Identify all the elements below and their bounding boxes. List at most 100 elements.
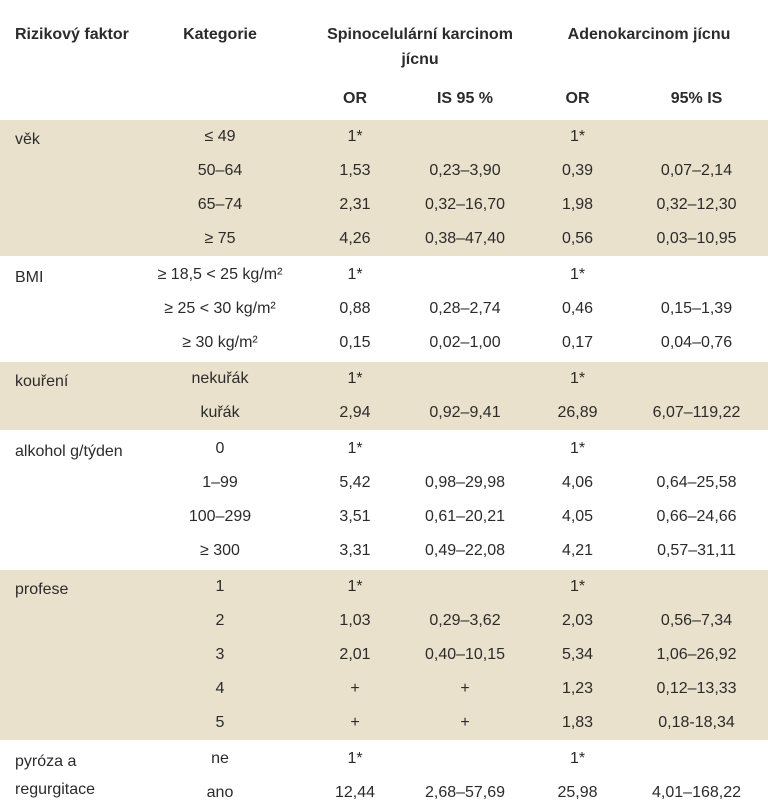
scc-or-cell: 1,03	[310, 604, 400, 638]
header-scc-ci: IS 95 %	[436, 89, 494, 107]
scc-or-cell: 2,01	[310, 638, 400, 672]
scc-ci-cell: 0,28–2,74	[429, 300, 501, 317]
table-row: kuřák 2,94 0,92–9,41 26,89 6,07–119,22	[0, 396, 768, 431]
scc-ci-cell: 0,61–20,21	[424, 508, 506, 525]
adeno-ci-cell: 0,56–7,34	[625, 604, 768, 638]
scc-ci-cell: 0,92–9,41	[400, 396, 531, 431]
table-row: ≥ 30 kg/m² 0,15 0,02–1,00 0,17 0,04–0,76	[0, 326, 768, 361]
scc-ci-cell: 0,23–3,90	[400, 154, 531, 188]
category-cell: 100–299	[188, 508, 252, 525]
adeno-ci-cell: 6,07–119,22	[625, 396, 768, 431]
table-row: 2 1,03 0,29–3,62 2,03 0,56–7,34	[0, 604, 768, 638]
adeno-or-cell: 4,05	[561, 508, 594, 525]
scc-or-cell: 1*	[347, 440, 363, 457]
scc-or-cell: 2,94	[310, 396, 400, 431]
adeno-or-cell: 25,98	[557, 784, 598, 801]
header-adeno-ci: 95% IS	[670, 89, 723, 107]
group-profession: profese 1 1* 1* 2 1,03 0,29–3,62 2,03 0,…	[0, 569, 768, 741]
category-cell: 1–99	[202, 474, 238, 491]
adeno-or-cell: 4,21	[561, 542, 594, 559]
adeno-or-cell: 1*	[569, 440, 586, 457]
adeno-or-cell: 1,98	[530, 188, 626, 222]
factor-label: pyróza a regurgitace	[15, 753, 96, 798]
scc-or-cell: 1*	[347, 266, 363, 283]
category-cell: 5	[130, 706, 310, 741]
scc-or-cell: 1*	[310, 361, 400, 396]
factor-label: profese	[0, 569, 130, 741]
adeno-ci-cell: 0,64–25,58	[656, 474, 737, 491]
category-cell: ≥ 18,5 < 25 kg/m²	[157, 266, 283, 283]
adeno-or-cell: 1,83	[530, 706, 626, 741]
factor-label: věk	[0, 119, 130, 257]
adeno-or-cell: 1*	[530, 569, 626, 604]
group-alcohol: alkohol g/týden 0 1* 1* 1–99 5,42 0,98–2…	[0, 431, 768, 569]
adeno-or-cell: 0,39	[530, 154, 626, 188]
scc-or-cell: 12,44	[334, 784, 376, 801]
adeno-ci-cell: 0,57–31,11	[657, 542, 736, 559]
scc-ci-cell	[400, 741, 530, 776]
table-row: 100–299 3,51 0,61–20,21 4,05 0,66–24,66	[0, 500, 768, 534]
header-empty	[130, 78, 310, 119]
scc-ci-cell: 0,49–22,08	[424, 542, 506, 559]
table-row: profese 1 1* 1*	[0, 569, 768, 741]
scc-ci-cell: 0,38–47,40	[400, 222, 531, 257]
category-cell: nekuřák	[130, 361, 310, 396]
category-cell: ano	[206, 784, 234, 801]
scc-ci-cell: 0,98–29,98	[424, 474, 506, 491]
adeno-ci-cell: 0,12–13,33	[625, 672, 768, 706]
table-row: 50–64 1,53 0,23–3,90 0,39 0,07–2,14	[0, 154, 768, 188]
header-empty	[0, 78, 130, 119]
adeno-ci-cell: 1,06–26,92	[625, 638, 768, 672]
scc-or-cell: 1*	[310, 119, 400, 154]
factor-label: BMI	[15, 269, 44, 286]
adeno-ci-cell	[625, 361, 768, 396]
table-row: ano 12,44 2,68–57,69 25,98 4,01–168,22	[0, 776, 768, 810]
adeno-or-cell: 1*	[530, 119, 626, 154]
table-row: kouření nekuřák 1* 1*	[0, 361, 768, 431]
scc-or-cell: 1,53	[310, 154, 400, 188]
scc-ci-cell	[400, 361, 531, 396]
adeno-ci-cell: 0,03–10,95	[625, 222, 768, 257]
scc-ci-cell: +	[400, 706, 531, 741]
category-cell: 1	[130, 569, 310, 604]
adeno-or-cell: 26,89	[530, 396, 626, 431]
scc-ci-cell: 0,02–1,00	[429, 334, 501, 351]
adeno-ci-cell: 4,01–168,22	[652, 784, 742, 801]
scc-or-cell: 5,42	[339, 474, 371, 491]
table-header: Rizikový faktor Kategorie Spinocelulární…	[0, 0, 768, 119]
category-cell: 50–64	[130, 154, 310, 188]
adeno-or-cell: 1*	[530, 361, 626, 396]
category-cell: ≥ 75	[130, 222, 310, 257]
scc-ci-cell	[400, 569, 531, 604]
category-cell: ne	[211, 750, 229, 767]
table-row: pyróza a regurgitace ne 1* 1*	[0, 741, 768, 798]
adeno-ci-cell	[625, 119, 768, 154]
scc-or-cell: 0,15	[339, 334, 371, 351]
adeno-ci-cell: 0,07–2,14	[625, 154, 768, 188]
table-row: alkohol g/týden 0 1* 1*	[0, 431, 768, 466]
adeno-or-cell: 0,17	[561, 334, 594, 351]
table-row: 5 + + 1,83 0,18-18,34	[0, 706, 768, 741]
group-reflux: pyróza a regurgitace ne 1* 1* ano 12,44 …	[0, 741, 768, 810]
header-adeno-or: OR	[565, 89, 590, 107]
table-row: 65–74 2,31 0,32–16,70 1,98 0,32–12,30	[0, 188, 768, 222]
scc-ci-cell	[400, 257, 530, 292]
table-row: ≥ 25 < 30 kg/m² 0,88 0,28–2,74 0,46 0,15…	[0, 292, 768, 326]
adeno-or-cell: 0,46	[561, 300, 594, 317]
category-cell: 4	[130, 672, 310, 706]
scc-or-cell: 0,88	[339, 300, 371, 317]
scc-or-cell: 1*	[310, 569, 400, 604]
header-scc: Spinocelulární karcinom jícnu	[327, 26, 513, 68]
category-cell: ≥ 30 kg/m²	[182, 334, 258, 351]
adeno-or-cell: 1*	[569, 266, 586, 283]
header-factor: Rizikový faktor	[15, 26, 129, 43]
scc-ci-cell: +	[400, 672, 531, 706]
table-row: BMI ≥ 18,5 < 25 kg/m² 1* 1*	[0, 257, 768, 292]
table-row: 4 + + 1,23 0,12–13,33	[0, 672, 768, 706]
adeno-ci-cell: 0,66–24,66	[656, 508, 737, 525]
adeno-ci-cell	[625, 431, 768, 466]
category-cell: ≥ 300	[200, 542, 240, 559]
adeno-or-cell: 4,06	[561, 474, 594, 491]
adeno-ci-cell	[625, 741, 768, 776]
